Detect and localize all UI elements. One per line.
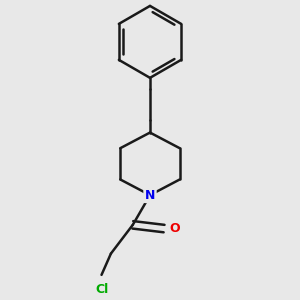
Text: Cl: Cl [95,283,108,296]
Text: N: N [145,189,155,202]
Text: O: O [170,222,180,235]
